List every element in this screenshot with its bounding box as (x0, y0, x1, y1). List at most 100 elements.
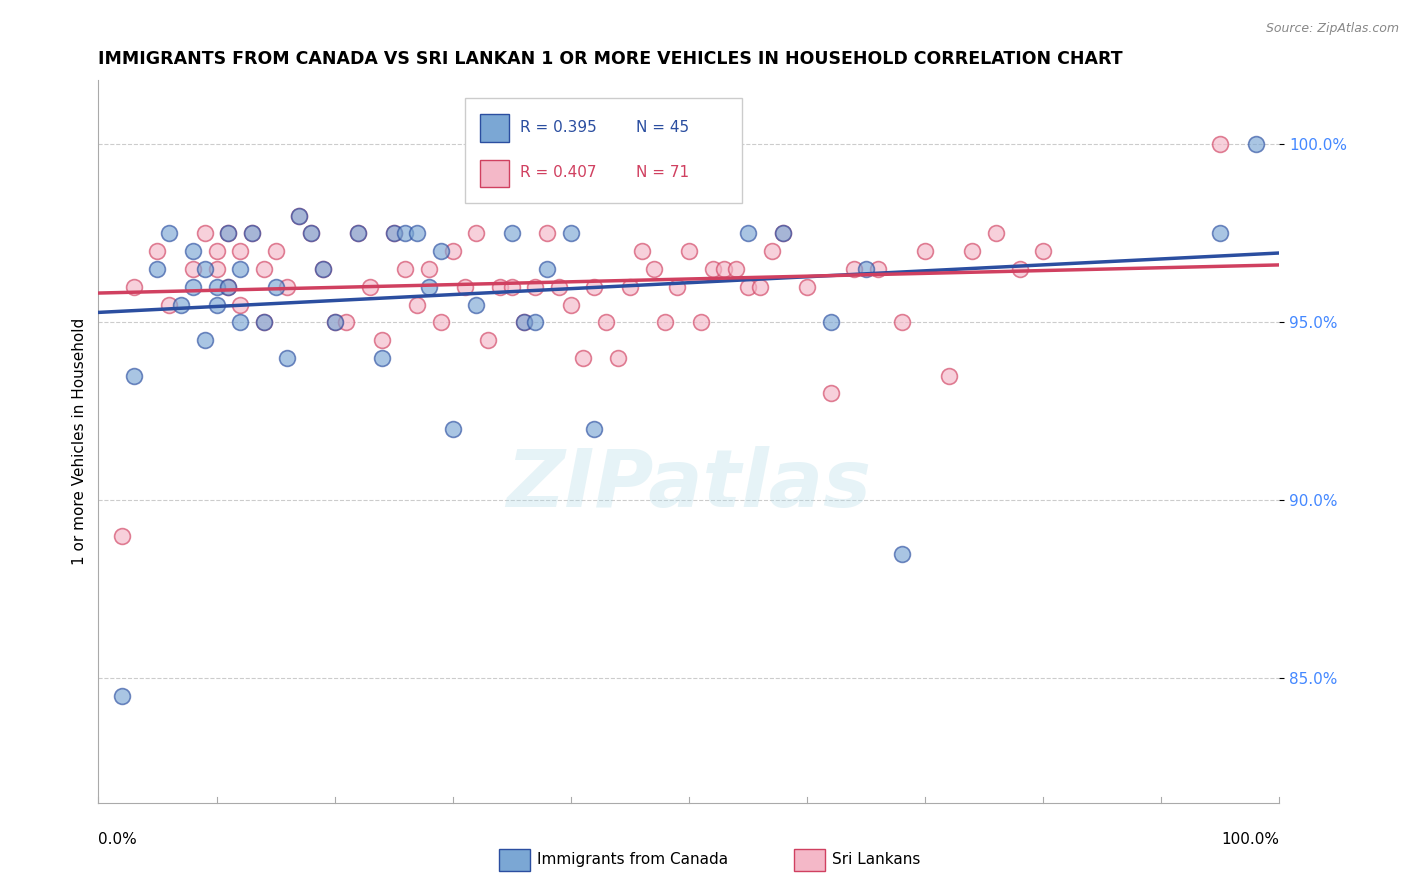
Point (737, 227, 759, 241)
Point (394, 227, 416, 241)
Point (630, 244, 652, 259)
Point (536, 261, 558, 276)
Point (524, 279, 547, 293)
Point (796, 279, 818, 293)
Point (299, 227, 322, 241)
Point (264, 244, 287, 259)
Point (194, 227, 217, 241)
Text: N = 71: N = 71 (636, 165, 689, 180)
Point (524, 315, 547, 329)
Point (607, 351, 630, 365)
Point (205, 261, 228, 276)
Y-axis label: 1 or more Vehicles in Household: 1 or more Vehicles in Household (72, 318, 87, 566)
FancyBboxPatch shape (464, 98, 742, 203)
Point (430, 244, 453, 259)
Point (512, 315, 534, 329)
Point (240, 227, 263, 241)
Point (181, 261, 204, 276)
Point (962, 244, 984, 259)
Point (477, 333, 499, 347)
Point (772, 227, 794, 241)
Point (217, 279, 239, 293)
Point (312, 261, 335, 276)
Point (501, 279, 523, 293)
Point (382, 227, 405, 241)
Point (347, 227, 370, 241)
Point (276, 279, 298, 293)
Text: R = 0.395: R = 0.395 (520, 120, 596, 135)
Text: IMMIGRANTS FROM CANADA VS SRI LANKAN 1 OR MORE VEHICLES IN HOUSEHOLD CORRELATION: IMMIGRANTS FROM CANADA VS SRI LANKAN 1 O… (98, 50, 1123, 68)
Point (264, 279, 287, 293)
Point (406, 297, 429, 311)
Point (501, 227, 523, 241)
Point (229, 244, 252, 259)
Point (229, 315, 252, 329)
Point (465, 297, 488, 311)
Point (194, 333, 217, 347)
Point (855, 261, 877, 276)
Point (866, 261, 889, 276)
Point (229, 261, 252, 276)
Point (205, 244, 228, 259)
Point (323, 315, 346, 329)
Text: Source: ZipAtlas.com: Source: ZipAtlas.com (1265, 22, 1399, 36)
Point (1209, 137, 1232, 152)
Point (418, 261, 440, 276)
Text: 0.0%: 0.0% (98, 831, 138, 847)
Point (157, 297, 180, 311)
Point (181, 244, 204, 259)
Point (583, 422, 606, 436)
Point (288, 209, 311, 223)
Point (844, 261, 866, 276)
Point (441, 244, 464, 259)
Point (453, 279, 475, 293)
Point (748, 279, 770, 293)
Point (288, 209, 311, 223)
Point (548, 279, 571, 293)
Point (371, 351, 394, 365)
Point (181, 279, 204, 293)
Point (146, 261, 169, 276)
Point (394, 261, 416, 276)
Point (1244, 137, 1267, 152)
Text: 100.0%: 100.0% (1222, 831, 1279, 847)
Point (253, 315, 276, 329)
Point (666, 279, 689, 293)
Point (1209, 227, 1232, 241)
Point (157, 227, 180, 241)
Text: Sri Lankans: Sri Lankans (832, 853, 921, 867)
Point (820, 386, 842, 401)
Point (619, 279, 641, 293)
Point (229, 297, 252, 311)
Point (111, 689, 134, 703)
Point (890, 547, 912, 561)
Point (371, 333, 394, 347)
Point (536, 227, 558, 241)
Point (194, 261, 217, 276)
Point (323, 315, 346, 329)
Point (217, 279, 239, 293)
Point (702, 261, 724, 276)
Point (111, 529, 134, 543)
Point (240, 227, 263, 241)
Point (560, 297, 582, 311)
Point (737, 279, 759, 293)
Point (583, 279, 606, 293)
Point (654, 315, 676, 329)
Point (146, 244, 169, 259)
Point (276, 351, 298, 365)
Point (984, 227, 1007, 241)
Point (170, 297, 193, 311)
Point (312, 261, 335, 276)
Point (382, 227, 405, 241)
Point (595, 315, 617, 329)
Text: Immigrants from Canada: Immigrants from Canada (537, 853, 728, 867)
Point (217, 227, 239, 241)
Point (205, 279, 228, 293)
Text: N = 45: N = 45 (636, 120, 689, 135)
Point (253, 261, 276, 276)
Point (253, 315, 276, 329)
Point (560, 227, 582, 241)
Point (347, 227, 370, 241)
Point (430, 315, 453, 329)
